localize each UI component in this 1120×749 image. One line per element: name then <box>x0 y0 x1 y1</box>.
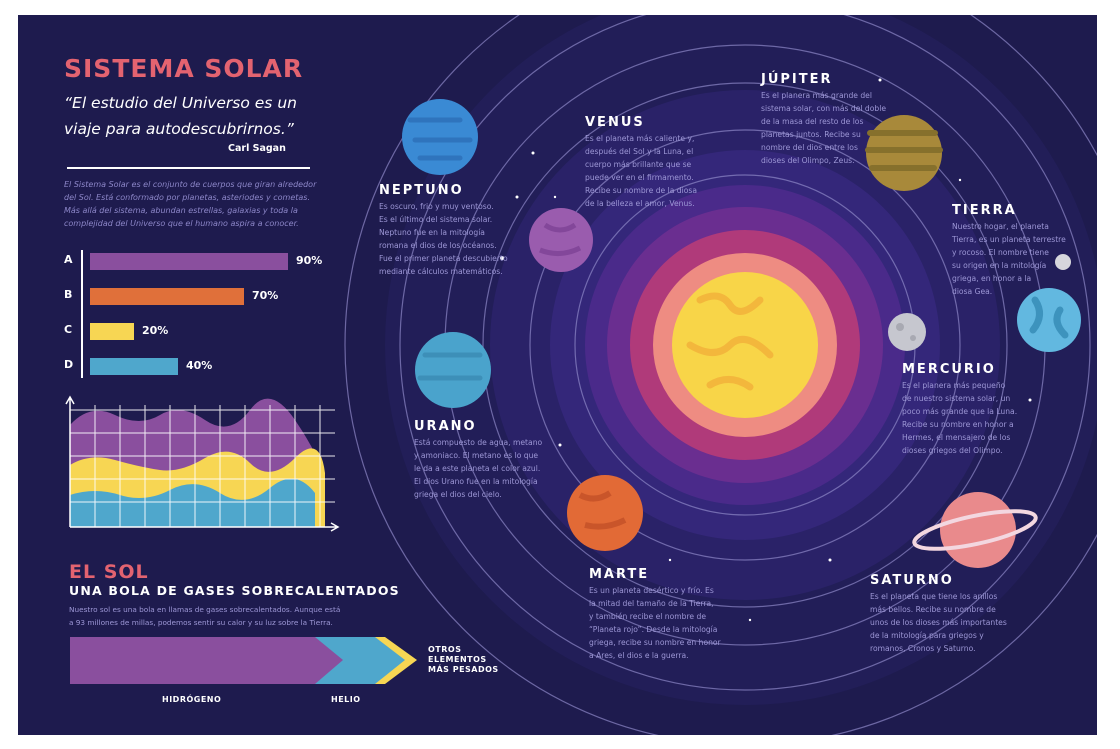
sun-subtitle: UNA BOLA DE GASES SOBRECALENTADOS <box>69 583 400 598</box>
bar-category-label: D <box>64 358 74 371</box>
bar-value-label: 90% <box>296 254 323 267</box>
planets <box>402 99 1081 568</box>
urano-planet <box>415 332 491 408</box>
mercurio-planet <box>888 313 926 351</box>
solar-system-illustration <box>65 15 1097 735</box>
planet-description-tierra: Nuestro hogar, el planeta Tierra, es un p… <box>952 222 1066 296</box>
bar-category-label: B <box>64 288 73 301</box>
planet-name-neptuno: NEPTUNO <box>379 183 464 198</box>
planet-name-tierra: TIERRA <box>952 203 1017 218</box>
planet-description-neptuno: Es oscuro, frio y muy ventoso. Es el últi… <box>379 202 508 276</box>
planet-name-saturno: SATURNO <box>870 573 954 588</box>
sun <box>672 272 818 418</box>
planet-name-marte: MARTE <box>589 567 650 582</box>
bar-category-label: A <box>64 253 73 266</box>
planet-description-venus: Es el planeta más caliente y, después del… <box>585 134 697 208</box>
label-other-elements: OTROS ELEMENTOS MÁS PESADOS <box>428 645 499 674</box>
label-helium: HELIO <box>331 695 361 704</box>
planet-name-jupiter: JÚPITER <box>761 72 833 87</box>
label-hydrogen: HIDRÓGENO <box>162 695 222 704</box>
planet-description-marte: Es un planeta desértico y frío. Es la mit… <box>589 586 721 660</box>
bar <box>90 253 288 270</box>
page-title: SISTEMA SOLAR <box>64 54 304 83</box>
bar-category-label: C <box>64 323 73 336</box>
planet-name-mercurio: MERCURIO <box>902 362 996 377</box>
quote: “El estudio del Universo es un viaje para… <box>64 94 297 138</box>
sun-description: Nuestro sol es una bola en llamas de gas… <box>69 605 341 627</box>
infographic-panel: SISTEMA SOLAR “El estudio del Universo e… <box>18 15 1097 735</box>
moon <box>1055 254 1071 270</box>
quote-author: Carl Sagan <box>228 143 286 154</box>
planet-description-saturno: Es el planeta que tiene los anillos más b… <box>870 592 1007 653</box>
marte-planet <box>567 475 643 551</box>
sun-composition-arrow <box>70 637 417 684</box>
bar-value-label: 20% <box>142 324 169 337</box>
venus-planet <box>529 208 593 272</box>
bar <box>90 323 134 340</box>
area-chart <box>65 395 340 532</box>
planet-description-jupiter: Es el planera más grande del sistema sola… <box>761 91 887 165</box>
sun-title: EL SOL <box>69 561 149 583</box>
bar <box>90 288 244 305</box>
planet-description-urano: Está compuesto de agua, metano y amoniaco… <box>414 438 543 499</box>
bar <box>90 358 178 375</box>
planet-name-urano: URANO <box>414 419 477 434</box>
bar-value-label: 70% <box>252 289 279 302</box>
planet-name-venus: VENUS <box>585 115 645 130</box>
bar-value-label: 40% <box>186 359 213 372</box>
intro-text: El Sistema Solar es el conjunto de cuerp… <box>64 180 317 228</box>
planet-description-mercurio: Es el planera más pequeño de nuestro sist… <box>902 381 1018 455</box>
